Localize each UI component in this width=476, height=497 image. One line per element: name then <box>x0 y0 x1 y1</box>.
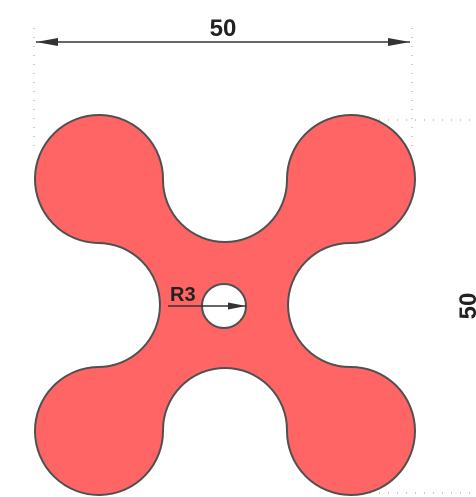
height-dimension-text: 50 <box>455 293 476 320</box>
hole-radius-label: R3 <box>170 284 196 306</box>
width-dimension-text: 50 <box>210 15 237 42</box>
radius-annotation: R3 <box>168 284 246 310</box>
width-dimension: 50 <box>36 15 410 46</box>
